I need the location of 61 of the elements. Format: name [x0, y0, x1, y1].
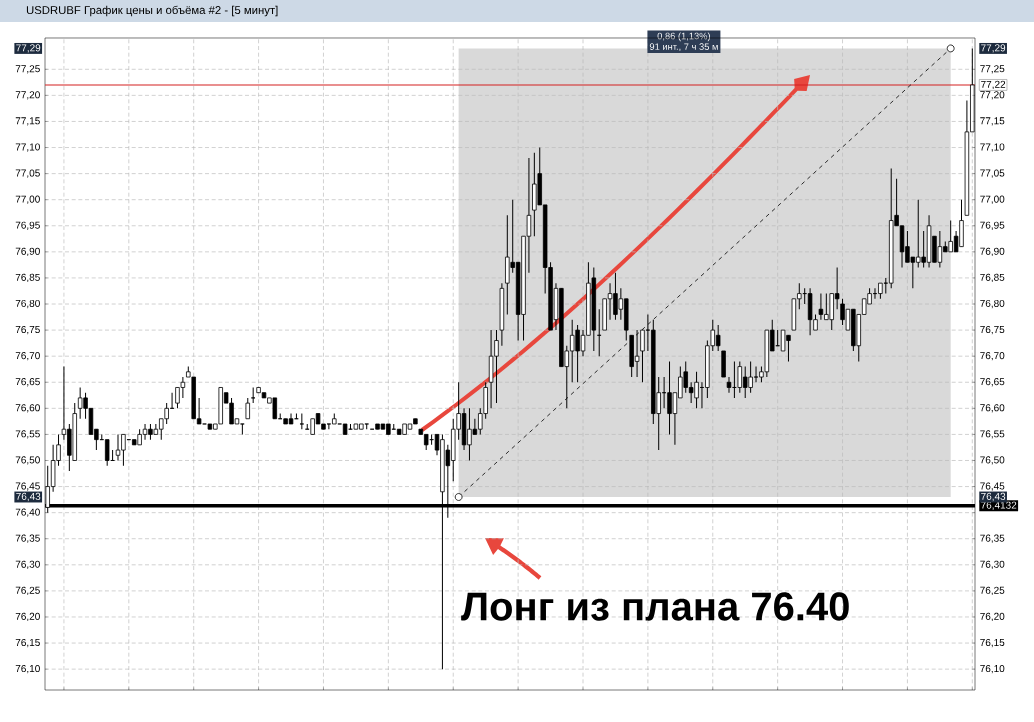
candlestick — [240, 423, 245, 435]
y-tick-label: 76,60 — [15, 404, 40, 413]
candlestick — [104, 439, 110, 467]
y-tick-label: 77,00 — [15, 195, 40, 204]
y2-tick-label: 77,15 — [980, 117, 1005, 126]
text: 77,29 — [981, 44, 1006, 53]
y-tick-label: 77,10 — [15, 143, 40, 152]
annotation: 0,86 (1,13%) — [657, 32, 711, 42]
y-tick-label: 77,15 — [15, 117, 40, 126]
y-tick-label: 77,05 — [15, 169, 40, 178]
y2-tick-label: 76,35 — [980, 534, 1005, 543]
y2-tick-label: 76,80 — [980, 299, 1005, 309]
y-tick-label: 76,55 — [15, 430, 40, 439]
y2-tick-label: 76,10 — [980, 665, 1005, 674]
y-tick-label: 77,25 — [15, 65, 40, 74]
y-tick-label: 76,95 — [15, 221, 40, 230]
annotation: 91 инт., 7 ч 35 м — [649, 43, 718, 52]
y-tick-label: 76,70 — [15, 352, 40, 361]
y2-tick-label: 77,10 — [980, 143, 1005, 152]
y2-tick-label: 77,20 — [980, 91, 1005, 100]
y2-tick-label: 77,25 — [980, 65, 1005, 74]
y2-tick-label: 76,45 — [980, 482, 1005, 491]
y-tick-label: 76,35 — [15, 534, 40, 543]
y2-tick-label: 76,55 — [980, 430, 1005, 439]
y-tick-label: 76,10 — [15, 665, 40, 674]
y2-tick-label: 76,95 — [980, 221, 1005, 230]
y-tick-label: 76,15 — [15, 638, 40, 648]
ref-line-label: 76,4132 — [981, 501, 1017, 510]
y-tick-label: 76,65 — [15, 378, 40, 387]
y-tick-label: 76,50 — [15, 456, 40, 465]
y-tick-label: 76,85 — [15, 273, 40, 283]
y-tick-label: 76,20 — [15, 612, 40, 622]
y2-tick-label: 77,00 — [980, 195, 1005, 204]
y2-tick-label: 76,85 — [980, 273, 1005, 283]
chart-title: USDRUBF График цены и объёма #2 - [5 минут] — [26, 5, 278, 17]
candlestick — [245, 397, 251, 420]
y2-tick-label: 76,60 — [980, 404, 1005, 413]
y-tick-label: 77,20 — [15, 91, 40, 100]
annotation: Лонг из плана 76.40 — [461, 592, 849, 621]
annotation: 76,43 — [16, 492, 41, 502]
ref-line-label: 77,22 — [981, 80, 1006, 90]
text: 76,43 — [981, 492, 1006, 502]
y2-tick-label: 76,20 — [980, 612, 1005, 622]
y2-tick-label: 76,30 — [980, 560, 1005, 569]
y2-tick-label: 76,25 — [980, 586, 1005, 596]
y-tick-label: 76,40 — [15, 508, 40, 517]
y2-tick-label: 76,50 — [980, 456, 1005, 465]
y-tick-label: 76,80 — [15, 299, 40, 309]
y2-tick-label: 76,65 — [980, 378, 1005, 387]
annotation: 77,29 — [16, 44, 41, 53]
y-tick-label: 76,30 — [15, 560, 40, 569]
y2-tick-label: 76,15 — [980, 638, 1005, 648]
y2-tick-label: 76,75 — [980, 325, 1005, 335]
y-tick-label: 76,90 — [15, 247, 40, 256]
y2-tick-label: 76,70 — [980, 352, 1005, 361]
candlestick — [726, 376, 732, 394]
y-tick-label: 76,75 — [15, 325, 40, 335]
y-tick-label: 76,45 — [15, 482, 40, 491]
y2-tick-label: 76,90 — [980, 247, 1005, 256]
y-tick-label: 76,25 — [15, 586, 40, 596]
y2-tick-label: 77,05 — [980, 169, 1005, 178]
